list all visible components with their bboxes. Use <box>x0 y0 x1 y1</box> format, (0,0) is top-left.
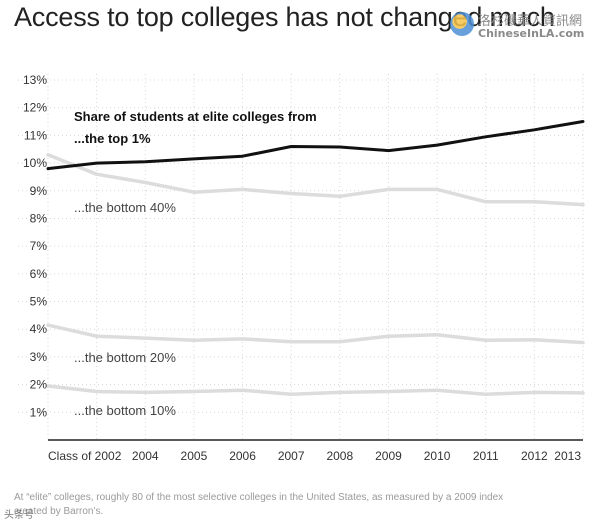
x-tick-label: Class of 2002 <box>48 449 122 463</box>
y-tick-label: 12% <box>23 101 47 115</box>
y-tick-label: 2% <box>30 378 48 392</box>
footnote: At “elite” colleges, roughly 80 of the m… <box>14 491 594 519</box>
x-tick-label: 2006 <box>229 449 256 463</box>
line-chart: 1% 2% 3% 4% 5% 6% 7% 8% 9% 10% 11% 12% 13% Class of 2… <box>18 73 585 463</box>
y-tick-label: 3% <box>30 350 48 364</box>
y-tick-label: 6% <box>30 267 48 281</box>
series-line <box>46 384 585 397</box>
chart-labels: 1% 2% 3% 4% 5% 6% 7% 8% 9% 10% 11% 12% 13% Class of 2… <box>23 73 581 463</box>
y-tick-label: 4% <box>30 322 48 336</box>
series-line <box>46 120 585 171</box>
series-label: ...the bottom 10% <box>74 403 176 418</box>
x-tick-label: 2010 <box>424 449 451 463</box>
y-tick-label: 1% <box>30 405 48 419</box>
footnote-line-2: created by Barron’s. <box>14 506 104 517</box>
x-tick-label: 2012 <box>521 449 548 463</box>
y-tick-label: 10% <box>23 156 47 170</box>
x-tick-label: 2013 <box>554 449 581 463</box>
x-tick-label: 2011 <box>473 449 499 463</box>
footnote-line-1: At “elite” colleges, roughly 80 of the m… <box>14 492 504 503</box>
series-label: ...the bottom 40% <box>74 200 176 215</box>
source-stamp: 头条号 <box>4 510 34 521</box>
x-tick-label: 2009 <box>375 449 402 463</box>
y-tick-label: 9% <box>30 184 48 198</box>
annotation-header: Share of students at elite colleges from <box>74 109 317 124</box>
y-tick-label: 7% <box>30 239 48 253</box>
series-label: ...the top 1% <box>74 131 151 146</box>
watermark-chinese-text: 洛杉磯華人資訊網 <box>478 14 583 29</box>
series-lines <box>46 120 585 397</box>
y-tick-label: 13% <box>23 73 47 87</box>
watermark-english-text: ChineseInLA.com <box>478 27 585 40</box>
series-line <box>46 153 585 207</box>
watermark-logo-icon <box>450 12 474 36</box>
x-tick-label: 2008 <box>326 449 353 463</box>
watermark: 洛杉磯華人資訊網 ChineseInLA.com <box>450 8 596 46</box>
x-tick-label: 2004 <box>132 449 159 463</box>
x-tick-label: 2005 <box>181 449 208 463</box>
y-tick-label: 11% <box>24 128 47 142</box>
x-tick-label: 2007 <box>278 449 305 463</box>
grid-lines <box>18 74 584 440</box>
series-label: ...the bottom 20% <box>74 350 176 365</box>
y-tick-label: 8% <box>30 211 48 225</box>
series-line <box>46 323 585 345</box>
y-tick-label: 5% <box>30 295 48 309</box>
